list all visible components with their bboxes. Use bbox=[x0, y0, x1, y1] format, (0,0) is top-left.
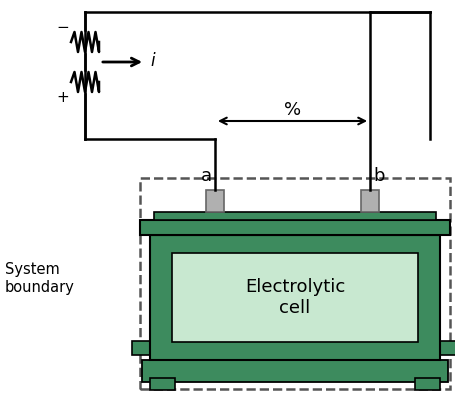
Bar bbox=[150, 235, 440, 360]
Bar bbox=[140, 220, 450, 235]
Bar bbox=[154, 212, 436, 220]
Bar bbox=[415, 378, 440, 390]
Text: i: i bbox=[150, 52, 155, 70]
Bar bbox=[206, 190, 224, 212]
Text: −: − bbox=[56, 19, 69, 35]
Bar bbox=[361, 190, 379, 212]
Text: System
boundary: System boundary bbox=[5, 262, 75, 295]
Bar bbox=[142, 360, 448, 382]
Text: +: + bbox=[56, 89, 69, 104]
Bar bbox=[132, 341, 150, 355]
Bar bbox=[150, 378, 175, 390]
Bar bbox=[140, 178, 450, 389]
Text: b: b bbox=[373, 167, 384, 185]
Bar bbox=[172, 253, 418, 342]
Text: a: a bbox=[201, 167, 212, 185]
Text: Electrolytic
cell: Electrolytic cell bbox=[245, 278, 345, 317]
Text: %: % bbox=[284, 101, 301, 119]
Bar bbox=[440, 341, 455, 355]
